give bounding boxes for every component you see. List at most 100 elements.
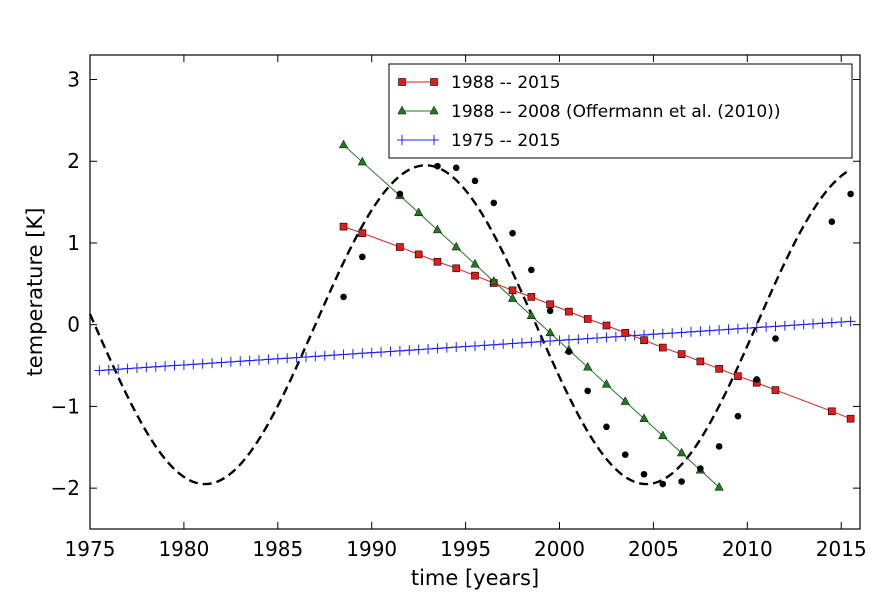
series-1975-2015-point [376,347,387,358]
series-1988-2015-point [433,257,442,266]
legend-1975-2015-marker [429,135,439,145]
series-1975-2015-point [667,328,678,339]
series-1975-2015-point [507,338,518,349]
series-1975-2015-point [207,358,218,369]
series-1975-2015-point [357,348,368,359]
series-1975-2015-point [573,334,584,345]
legend-1988-2008-marker [429,105,439,115]
series-1975-2015-point [723,324,734,335]
series-1975-2015-point [648,329,659,340]
series-1988-2008-point [432,224,443,234]
series-1988-2015-point [508,286,517,295]
series-1988-2015-point [846,414,855,423]
sine-sample-point [847,190,854,198]
legend-1988-2008-label: 1988 -- 2008 (Offermann et al. (2010)) [451,102,780,122]
sine-sample-point [678,478,685,485]
ticks-layer: 1975 1980 1985 1990 1995 2000 2005 2010 2015 −2 −1… [51,55,867,561]
series-1975-2015-point [169,360,180,371]
y-tick-label: 3 [67,68,80,92]
series-1988-2008-point [676,447,687,457]
series-1988-2008-point [639,413,649,422]
y-tick-label: −2 [51,476,80,500]
series-1975-2015-point [394,345,405,356]
series-1975-2015-point [601,332,612,343]
series-1975-2015-point [789,320,800,331]
sine-sample-point [772,335,779,342]
x-axis-label: time [years] [411,566,539,590]
series-1988-2008-point [526,310,536,319]
series-1988-2008-point [507,293,518,302]
sine-sample-point [603,423,610,431]
sine-sample-point [715,443,723,450]
x-tick-label: 2010 [722,537,773,561]
sine-sample-point [509,229,516,237]
series-1988-2008-point [414,207,424,216]
series-1975-2015-point [300,351,311,362]
series-1975-2015-point [178,359,189,370]
legend: 1988 -- 2015 1988 -- 2008 (Offermann et a… [388,63,853,159]
series-1975-2015-point [272,353,283,364]
legend-1975-2015-label: 1975 -- 2015 [451,131,561,151]
series-1975-2015-point [479,340,490,351]
series-1975-2015-point [197,358,208,369]
series-1975-2015-point [423,344,434,355]
series-1988-2015-point [339,222,348,231]
series-1988-2015-point [677,350,686,358]
series-1975-2015-point [291,352,302,363]
series-1988-2015-point [452,264,461,273]
plot-frame [89,54,861,530]
series-1975-2015-point [592,332,603,343]
series-1975-2015-point [366,347,377,358]
y-tick-label: −1 [51,394,80,418]
series-1975-2015-point [470,340,480,351]
sine-sample-point [396,190,404,198]
series-1975-2015-point [150,361,161,372]
series-1975-2015-point [338,349,349,360]
series-1975-2015-point [685,326,696,337]
series-1975-2015-point [113,364,124,375]
series-1988-2015-point [583,315,592,323]
legend-1988-2015-marker [430,78,438,86]
series-1975-2015-point [216,357,227,368]
series-1975-2015-point [263,354,274,365]
series-1975-2015-point [432,343,443,354]
legend-1988-2015-label: 1988 -- 2015 [451,73,561,93]
series-1975-2015-point [826,317,837,328]
series-1988-2015-point [471,271,479,280]
series-1975-2015-point [761,321,772,332]
series-1988-2008-point [714,481,724,491]
x-tick-label: 2005 [628,537,679,561]
legend-1975-2015-marker [397,135,407,145]
sine-sample-point [640,470,648,478]
series-1988-2008-point [357,156,367,166]
series-1975-2015-point [103,364,114,375]
series-1975-2015-point [808,318,819,329]
series-1975-2015-point [526,337,537,348]
sine-sample-point [621,451,629,458]
series-1975-2015-point [282,353,293,364]
series-1988-2015-point [396,243,404,251]
series-1975-2015-point [488,339,499,350]
series-1988-2015-point [565,307,573,316]
sine-sample-point [584,387,591,395]
series-1975-2015-point [563,334,574,345]
series-1975-2015-point [545,336,556,347]
series-1975-2015-point [714,325,725,336]
series-1988-2008-point [489,276,499,285]
series-1975-2015-point [310,351,321,362]
y-axis-label: temperature [K] [23,208,47,377]
series-1975-2015-point [554,335,565,346]
series-1988-2008-point [583,361,593,371]
series-1975-2015-point [817,318,828,329]
sine-sample-point [490,199,498,207]
sine-sample-point [528,266,535,274]
series-1988-2015-point [828,407,836,416]
series-1988-2008-point [470,258,480,268]
sine-sample-point [734,412,742,420]
series-1988-2015-point [546,300,554,309]
series-1975-2015-point [235,356,246,367]
series-1988-2015-point [602,321,611,330]
series-1975-2015-point [610,331,621,342]
x-tick-label: 2015 [816,537,867,561]
